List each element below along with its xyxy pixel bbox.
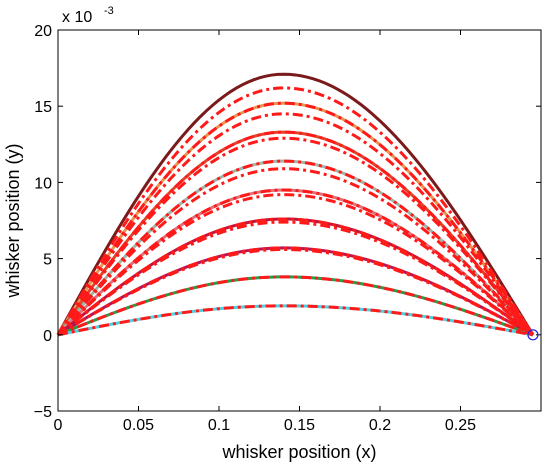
y-tick-label: −5 xyxy=(34,404,52,421)
y-scale-label: x 10 xyxy=(62,9,92,26)
y-scale-exponent: -3 xyxy=(104,5,114,17)
dashed-curve-9 xyxy=(56,193,534,336)
dashed-curve-5 xyxy=(56,136,535,336)
y-tick-label: 15 xyxy=(34,99,52,116)
y-tick-label: 5 xyxy=(43,252,52,269)
y-tick-label: 10 xyxy=(34,175,52,192)
curves-layer xyxy=(56,72,535,337)
y-tick-label: 0 xyxy=(43,328,52,345)
marker-layer xyxy=(527,329,539,341)
x-tick-label: 0.1 xyxy=(208,417,230,434)
dashed-curve-8 xyxy=(56,188,534,336)
x-tick-label: 0 xyxy=(54,417,63,434)
x-tick-label: 0.25 xyxy=(445,417,476,434)
solid-curve-1 xyxy=(56,72,535,336)
dashed-curve-2 xyxy=(56,101,535,336)
dashed-curve-11 xyxy=(57,220,534,337)
dashed-curve-14 xyxy=(57,275,534,337)
x-axis-label: whisker position (x) xyxy=(221,442,376,462)
x-tick-label: 0.15 xyxy=(284,417,315,434)
y-axis-label: whisker position (y) xyxy=(3,143,23,298)
dashed-curve-15 xyxy=(57,304,534,337)
dashed-curve-6 xyxy=(56,159,535,336)
dashed-curve-1 xyxy=(56,86,535,336)
endpoint-marker xyxy=(527,329,539,341)
y-tick-label: 20 xyxy=(34,23,52,40)
dashed-curve-4 xyxy=(56,130,535,336)
x-tick-label: 0.05 xyxy=(123,417,154,434)
dashed-curve-13 xyxy=(57,247,534,337)
x-tick-label: 0.2 xyxy=(369,417,391,434)
dashed-curve-3 xyxy=(56,112,535,336)
dashed-curve-7 xyxy=(56,167,535,336)
